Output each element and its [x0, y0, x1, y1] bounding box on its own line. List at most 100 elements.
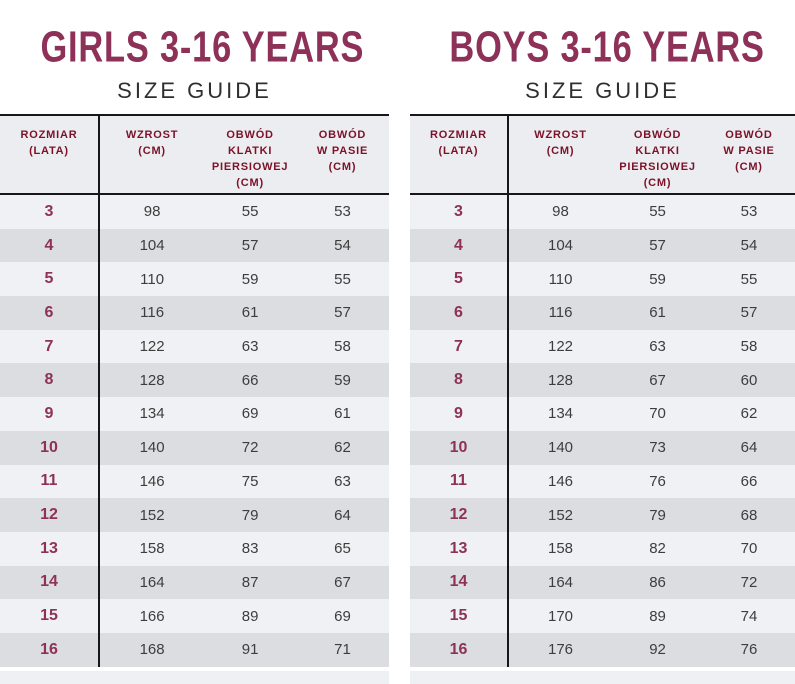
table-row: 10 140 72 62 [0, 430, 389, 465]
table-row: 12 152 79 68 [410, 498, 795, 532]
size-cell: 7 [410, 329, 509, 364]
size-cell: 16 [410, 632, 509, 667]
column-header: OBWÓD W PASIE (CM) [723, 129, 775, 173]
column-header: WZROST (CM) [534, 129, 587, 157]
table-row: 5 110 59 55 [410, 262, 795, 297]
table-row: 4 104 57 54 [0, 228, 389, 263]
value-cell: 62 [740, 405, 758, 423]
value-cell: 152 [548, 506, 574, 524]
size-cell: 13 [410, 531, 509, 566]
value-cell: 75 [241, 472, 259, 490]
value-cell: 70 [649, 405, 666, 423]
value-cell: 64 [740, 439, 758, 457]
value-cell: 146 [139, 472, 165, 490]
value-cell: 164 [548, 573, 574, 591]
size-cell: 9 [0, 397, 100, 431]
boys-title-wrap: BOYS 3-16 YEARS [410, 0, 795, 72]
value-cell: 79 [241, 506, 259, 524]
value-cell: 158 [548, 540, 574, 558]
size-cell: 8 [0, 363, 100, 398]
value-cell: 70 [740, 540, 758, 558]
value-cell: 122 [139, 338, 165, 356]
size-cell: 14 [410, 565, 509, 600]
boys-size-table: BOYS 3-16 YEARS SIZE GUIDE ROZMIAR (LATA)… [410, 0, 795, 684]
size-cell: 12 [410, 498, 509, 532]
value-cell: 152 [139, 506, 165, 524]
table-row: 11 146 76 66 [410, 464, 795, 499]
value-cell: 83 [241, 540, 259, 558]
size-cell: 6 [0, 296, 100, 330]
value-cell: 82 [649, 540, 666, 558]
value-cell: 66 [241, 371, 259, 389]
value-cell: 54 [334, 237, 351, 255]
size-cell: 8 [410, 363, 509, 398]
value-cell: 71 [334, 641, 351, 659]
value-cell: 176 [548, 641, 574, 659]
table-row: 7 122 63 58 [410, 329, 795, 364]
table-row: 16 176 92 76 [410, 632, 795, 667]
size-cell: 3 [0, 195, 100, 229]
table-row: 13 158 83 65 [0, 531, 389, 566]
value-cell: 110 [548, 270, 573, 288]
size-cell: 11 [0, 464, 100, 499]
value-cell: 73 [649, 439, 666, 457]
value-cell: 69 [334, 607, 351, 625]
value-cell: 164 [139, 573, 165, 591]
value-cell: 92 [649, 641, 666, 659]
table-row: 9 134 69 61 [0, 397, 389, 431]
size-cell: 3 [410, 195, 509, 229]
size-cell: 7 [0, 329, 100, 364]
boys-table-subtitle: SIZE GUIDE [525, 78, 680, 103]
table-row: 3 98 55 53 [410, 195, 795, 229]
value-cell: 116 [548, 304, 573, 322]
table-row: 7 122 63 58 [0, 329, 389, 364]
column-header: OBWÓD W PASIE (CM) [316, 129, 369, 173]
value-cell: 110 [140, 270, 165, 288]
girls-table-header-row: ROZMIAR (LATA) WZROST (CM) OBWÓD KLATKI PIERSI… [0, 114, 389, 195]
girls-table-subtitle: SIZE GUIDE [117, 78, 272, 103]
girls-table-bottom-edge [0, 670, 389, 684]
value-cell: 60 [740, 371, 758, 389]
size-cell: 6 [410, 296, 509, 330]
value-cell: 104 [548, 237, 574, 255]
value-cell: 116 [140, 304, 165, 322]
girls-title-wrap: GIRLS 3-16 YEARS [0, 0, 389, 72]
value-cell: 63 [241, 338, 259, 356]
size-cell: 10 [0, 430, 100, 465]
value-cell: 57 [241, 237, 259, 255]
value-cell: 67 [649, 371, 666, 389]
table-row: 8 128 67 60 [410, 363, 795, 398]
boys-table-body: 3 98 55 53 4 104 57 54 5 110 59 55 6 116 61 57 7 122 63 58 8… [410, 195, 795, 667]
value-cell: 67 [334, 573, 351, 591]
value-cell: 140 [139, 439, 165, 457]
column-header: ROZMIAR (LATA) [0, 116, 100, 193]
value-cell: 74 [740, 607, 758, 625]
value-cell: 64 [334, 506, 351, 524]
table-row: 10 140 73 64 [410, 430, 795, 465]
value-cell: 72 [740, 573, 758, 591]
value-cell: 58 [740, 338, 758, 356]
value-cell: 87 [241, 573, 259, 591]
value-cell: 61 [334, 405, 351, 423]
value-cell: 128 [139, 371, 165, 389]
size-cell: 5 [410, 262, 509, 297]
size-cell: 12 [0, 498, 100, 532]
value-cell: 55 [649, 203, 666, 221]
value-cell: 66 [740, 472, 758, 490]
table-row: 14 164 86 72 [410, 565, 795, 600]
value-cell: 59 [241, 270, 259, 288]
value-cell: 69 [241, 405, 259, 423]
value-cell: 158 [139, 540, 165, 558]
girls-table-body: 3 98 55 53 4 104 57 54 5 110 59 55 6 116 61 57 7 122 63 58 8… [0, 195, 389, 667]
value-cell: 63 [649, 338, 666, 356]
value-cell: 98 [143, 203, 161, 221]
value-cell: 61 [649, 304, 666, 322]
table-row: 4 104 57 54 [410, 228, 795, 263]
size-cell: 9 [410, 397, 509, 431]
value-cell: 59 [649, 270, 666, 288]
value-cell: 104 [139, 237, 165, 255]
column-header: WZROST (CM) [125, 129, 179, 157]
value-cell: 57 [740, 304, 758, 322]
table-row: 9 134 70 62 [410, 397, 795, 431]
value-cell: 76 [740, 641, 758, 659]
